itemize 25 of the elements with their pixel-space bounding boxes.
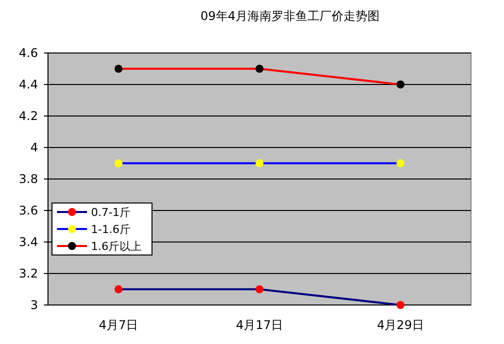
point [396, 80, 404, 88]
y-tick-label: 3.6 [18, 204, 38, 218]
x-tick-label: 4月7日 [98, 318, 138, 332]
y-tick-label: 3.8 [18, 172, 38, 186]
y-tick-label: 4 [30, 140, 38, 155]
point [256, 159, 264, 168]
chart-title: 09年4月海南罗非鱼工厂价走势图 [200, 9, 380, 23]
x-tick-label: 4月17日 [236, 318, 283, 332]
y-tick-label: 3.4 [18, 235, 38, 250]
x-tick-label: 4月29日 [377, 318, 424, 332]
point [256, 64, 264, 73]
point [396, 159, 404, 168]
legend-label: 0.7-1斤 [91, 206, 130, 219]
point [114, 285, 122, 294]
legend-label: 1-1.6斤 [91, 222, 130, 236]
y-tick-label: 3 [30, 298, 38, 312]
point [396, 301, 404, 309]
point [114, 159, 122, 168]
y-tick-label: 4.2 [18, 109, 38, 124]
y-tick-label: 4.4 [18, 78, 38, 92]
y-tick-label: 3.2 [18, 266, 38, 281]
y-tick-label: 4.6 [18, 46, 38, 60]
point [114, 64, 122, 73]
point [256, 285, 264, 294]
legend-label: 1.6斤以上 [91, 240, 142, 253]
